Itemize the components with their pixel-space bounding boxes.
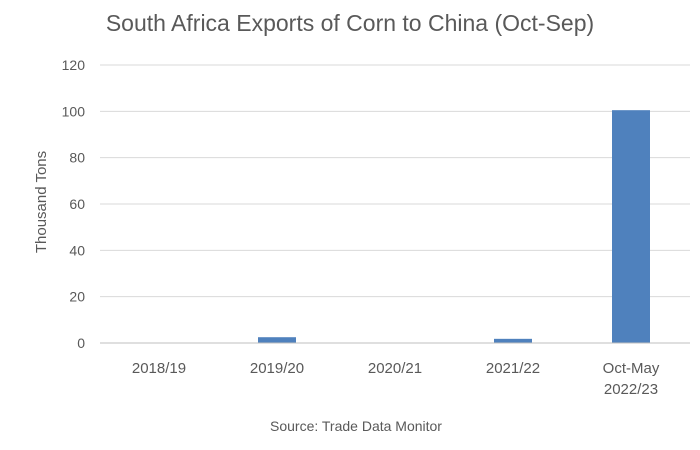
gridlines — [100, 64, 690, 344]
x-tick-label: 2018/19 — [132, 360, 186, 377]
x-tick-label: 2022/23 — [604, 381, 658, 398]
bars — [100, 110, 690, 344]
x-tick-label: Oct-May — [603, 360, 660, 377]
y-tick-label: 120 — [62, 57, 86, 73]
x-tick-label: 2019/20 — [250, 360, 304, 377]
x-tick-label: 2020/21 — [368, 360, 422, 377]
bar — [612, 110, 650, 343]
y-tick-label: 100 — [62, 103, 86, 119]
chart-title: South Africa Exports of Corn to China (O… — [105, 10, 595, 36]
bar — [494, 338, 532, 343]
y-tick-label: 60 — [69, 196, 85, 212]
y-tick-label: 0 — [77, 335, 85, 351]
x-axis-ticks: 2018/19 2019/20 2020/21 2021/22 Oct-May 2022/… — [132, 360, 660, 398]
y-axis-ticks: 0 20 40 60 80 100 120 — [62, 57, 86, 351]
bar — [258, 337, 296, 343]
y-tick-label: 80 — [69, 150, 85, 166]
y-tick-label: 20 — [69, 289, 85, 305]
x-tick-label: 2021/22 — [486, 360, 540, 377]
source-note: Source: Trade Data Monitor — [270, 418, 442, 434]
y-tick-label: 40 — [69, 242, 85, 258]
y-axis-label: Thousand Tons — [33, 151, 50, 253]
